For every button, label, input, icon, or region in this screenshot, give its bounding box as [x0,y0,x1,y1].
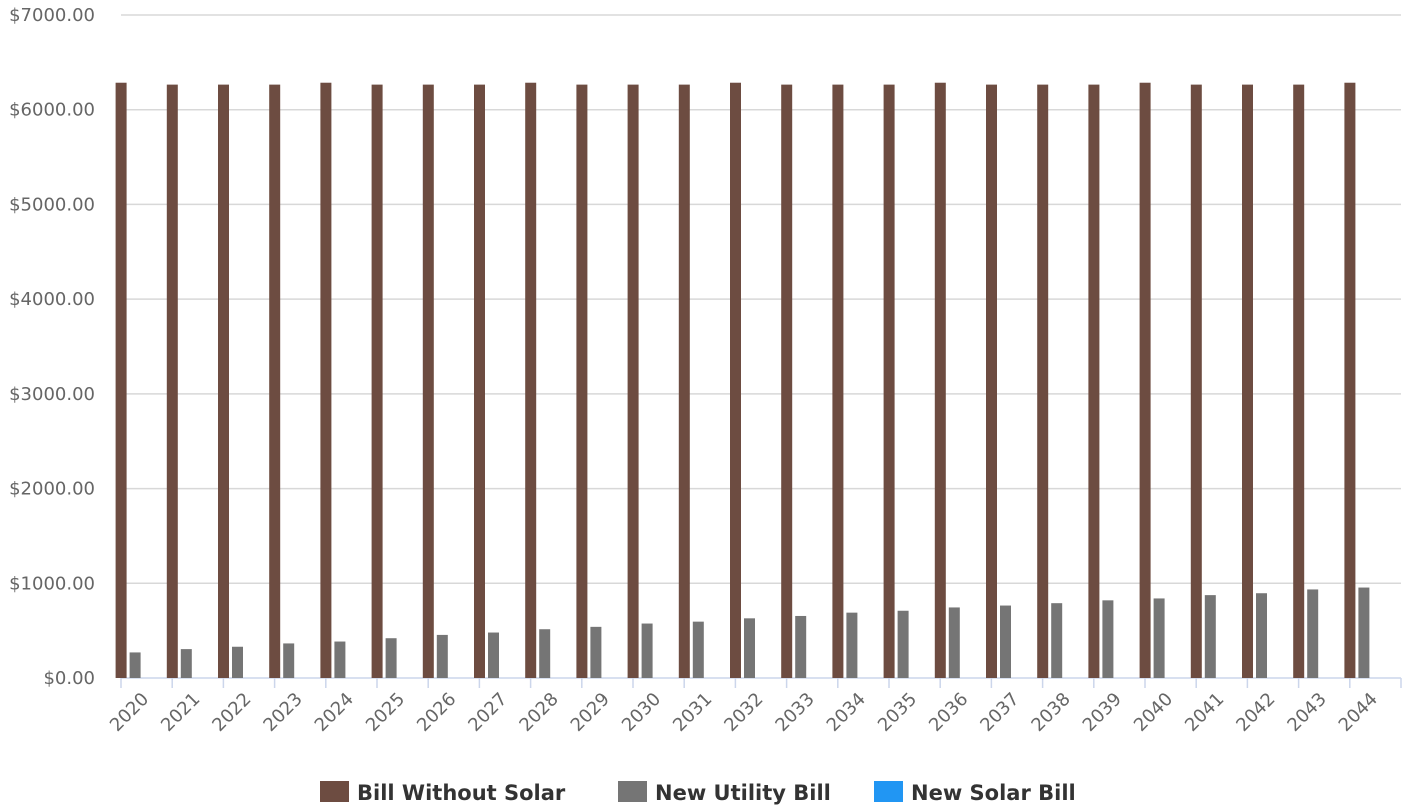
x-tick-label: 2022 [208,689,255,736]
bar-new-utility-bill[interactable] [385,638,397,678]
bar-bill-without-solar[interactable] [1037,84,1049,679]
bar-bill-without-solar[interactable] [1088,84,1100,679]
x-tick-label: 2026 [413,689,460,736]
bar-bill-without-solar[interactable] [986,84,997,679]
bar-bill-without-solar[interactable] [1344,82,1356,679]
x-tick-label: 2023 [259,689,306,736]
x-tick-label: 2039 [1079,689,1126,736]
bar-new-utility-bill[interactable] [1000,605,1011,678]
x-tick-label: 2031 [669,689,716,736]
x-tick-label: 2028 [515,689,562,736]
x-tick-label: 2021 [157,689,204,736]
legend-item-bill-without-solar[interactable]: Bill Without Solar [320,781,566,805]
bar-new-utility-bill[interactable] [129,652,141,678]
x-tick-label: 2030 [618,689,665,736]
legend-swatch [874,781,903,802]
y-tick-label: $2000.00 [9,479,95,500]
bar-bill-without-solar[interactable] [1293,84,1305,679]
bar-bill-without-solar[interactable] [883,84,895,679]
legend-item-new-solar-bill[interactable]: New Solar Bill [874,781,1076,805]
x-tick-label: 2035 [874,689,921,736]
legend-label: New Utility Bill [655,781,831,805]
x-tick-label: 2025 [362,689,409,736]
bar-bill-without-solar[interactable] [1139,82,1151,679]
bar-new-utility-bill[interactable] [744,618,755,678]
bar-bill-without-solar[interactable] [576,84,588,679]
bar-new-utility-bill[interactable] [1051,603,1063,678]
bar-new-utility-bill[interactable] [1153,598,1165,678]
x-tick-label: 2037 [976,689,1023,736]
bar-new-utility-bill[interactable] [1358,587,1370,678]
bar-bill-without-solar[interactable] [1242,84,1253,679]
legend-label: Bill Without Solar [357,781,566,805]
bar-new-utility-bill[interactable] [692,621,704,678]
x-tick-label: 2024 [311,689,358,736]
bar-bill-without-solar[interactable] [781,84,793,679]
bar-new-utility-bill[interactable] [590,626,602,678]
bar-new-utility-bill[interactable] [1256,593,1267,678]
bar-bill-without-solar[interactable] [115,82,127,679]
bar-bill-without-solar[interactable] [627,84,639,679]
bar-new-utility-bill[interactable] [1307,589,1319,678]
x-tick-label: 2033 [771,689,818,736]
x-tick-label: 2029 [567,689,614,736]
bar-new-utility-bill[interactable] [180,649,192,678]
bar-bill-without-solar[interactable] [371,84,383,679]
bar-new-utility-bill[interactable] [334,641,346,678]
bar-new-utility-bill[interactable] [641,623,653,678]
bar-new-utility-bill[interactable] [232,646,243,678]
bar-bill-without-solar[interactable] [1190,84,1202,679]
y-tick-label: $6000.00 [9,100,95,121]
bar-bill-without-solar[interactable] [218,84,229,679]
bar-new-utility-bill[interactable] [1204,595,1216,678]
bar-new-utility-bill[interactable] [948,607,960,678]
bar-new-utility-bill[interactable] [795,615,807,678]
x-tick-label: 2036 [925,689,972,736]
x-tick-label: 2042 [1232,689,1279,736]
legend-swatch [320,781,349,802]
bar-bill-without-solar[interactable] [730,82,741,679]
x-tick-label: 2044 [1335,689,1382,736]
x-tick-label: 2041 [1181,689,1228,736]
bar-bill-without-solar[interactable] [166,84,178,679]
bar-new-utility-bill[interactable] [846,612,858,678]
bar-bill-without-solar[interactable] [525,82,537,679]
y-tick-label: $7000.00 [9,5,95,26]
bar-new-utility-bill[interactable] [283,643,295,678]
y-tick-label: $1000.00 [9,573,95,594]
y-tick-label: $0.00 [43,668,95,689]
bar-bill-without-solar[interactable] [934,82,946,679]
bar-new-utility-bill[interactable] [488,632,499,678]
bar-bill-without-solar[interactable] [678,84,690,679]
x-tick-label: 2034 [823,689,870,736]
bar-new-utility-bill[interactable] [897,610,909,678]
bar-bill-without-solar[interactable] [269,84,281,679]
y-tick-label: $3000.00 [9,384,95,405]
bar-bill-without-solar[interactable] [832,84,844,679]
legend-label: New Solar Bill [911,781,1076,805]
bar-new-utility-bill[interactable] [539,629,551,678]
x-tick-label: 2038 [1027,689,1074,736]
x-tick-label: 2020 [106,689,153,736]
y-tick-label: $4000.00 [9,289,95,310]
x-tick-label: 2027 [464,689,511,736]
x-tick-label: 2043 [1283,689,1330,736]
bar-bill-without-solar[interactable] [320,82,332,679]
bar-bill-without-solar[interactable] [474,84,485,679]
x-tick-label: 2032 [720,689,767,736]
bar-new-utility-bill[interactable] [1102,600,1114,678]
bar-bill-without-solar[interactable] [422,84,434,679]
y-tick-label: $5000.00 [9,194,95,215]
legend-swatch [618,781,647,802]
x-tick-label: 2040 [1130,689,1177,736]
bar-new-utility-bill[interactable] [436,634,448,678]
legend-item-new-utility-bill[interactable]: New Utility Bill [618,781,831,805]
